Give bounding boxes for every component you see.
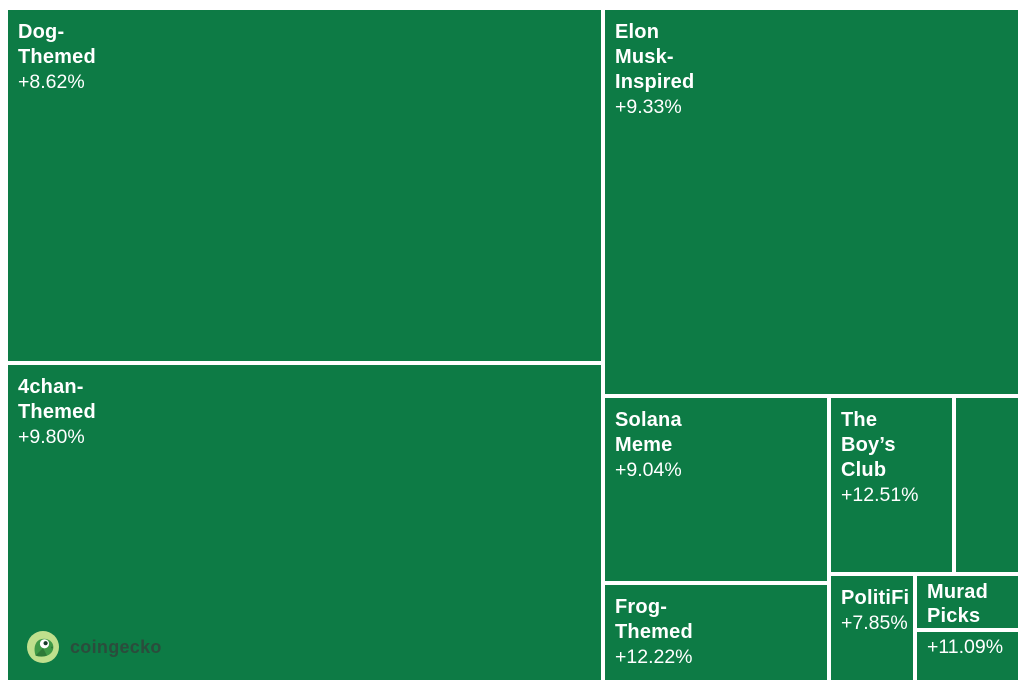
treemap-cell-unlabeled-bottom-right[interactable]: +11.09% (917, 632, 1018, 680)
cell-name: Elon Musk-Inspired (615, 21, 695, 93)
cell-change: +7.85% (841, 612, 908, 634)
cell-change: +9.80% (18, 426, 85, 448)
cell-label: Elon Musk-Inspired +9.33% (605, 10, 1018, 120)
cell-name: Frog-Themed (615, 596, 693, 643)
treemap-cell-murad-picks[interactable]: Murad Picks (917, 576, 1018, 628)
cell-change: +12.51% (841, 484, 919, 506)
treemap-cell-elon-musk-inspired[interactable]: Elon Musk-Inspired +9.33% (605, 10, 1018, 394)
coingecko-logo: coingecko (26, 630, 162, 664)
treemap-cell-dog-themed[interactable]: Dog-Themed +8.62% (8, 10, 601, 361)
treemap-cell-solana-meme[interactable]: Solana Meme +9.04% (605, 398, 827, 581)
cell-label: +11.09% (917, 632, 1018, 660)
cell-name: Dog-Themed (18, 21, 96, 68)
cell-change: +12.22% (615, 646, 693, 668)
coingecko-gecko-icon (26, 630, 60, 664)
treemap-cell-unlabeled-right[interactable] (956, 398, 1018, 572)
cell-change: +9.33% (615, 96, 682, 118)
cell-label: Dog-Themed +8.62% (8, 10, 601, 95)
cell-name: PolitiFi (841, 587, 910, 609)
cell-name: Solana Meme (615, 409, 682, 456)
cell-label: The Boy’s Club +12.51% (831, 398, 952, 508)
cell-label: PolitiFi +7.85% (831, 576, 913, 636)
treemap-cell-frog-themed[interactable]: Frog-Themed +12.22% (605, 585, 827, 680)
cell-change: +8.62% (18, 71, 85, 93)
cell-name: The Boy’s Club (841, 409, 896, 481)
cell-change: +11.09% (927, 636, 1004, 658)
cell-label: Solana Meme +9.04% (605, 398, 827, 483)
cell-label: 4chan-Themed +9.80% (8, 365, 601, 450)
treemap-cell-the-boys-club[interactable]: The Boy’s Club +12.51% (831, 398, 952, 572)
treemap-cell-4chan-themed[interactable]: 4chan-Themed +9.80% (8, 365, 601, 680)
cell-label: Frog-Themed +12.22% (605, 585, 827, 670)
cell-name: Murad Picks (927, 581, 988, 627)
cell-label: Murad Picks (917, 576, 1018, 628)
coingecko-wordmark: coingecko (70, 636, 162, 657)
cell-change: +9.04% (615, 459, 682, 481)
cell-name: 4chan-Themed (18, 376, 96, 423)
treemap-cell-politifi[interactable]: PolitiFi +7.85% (831, 576, 913, 680)
